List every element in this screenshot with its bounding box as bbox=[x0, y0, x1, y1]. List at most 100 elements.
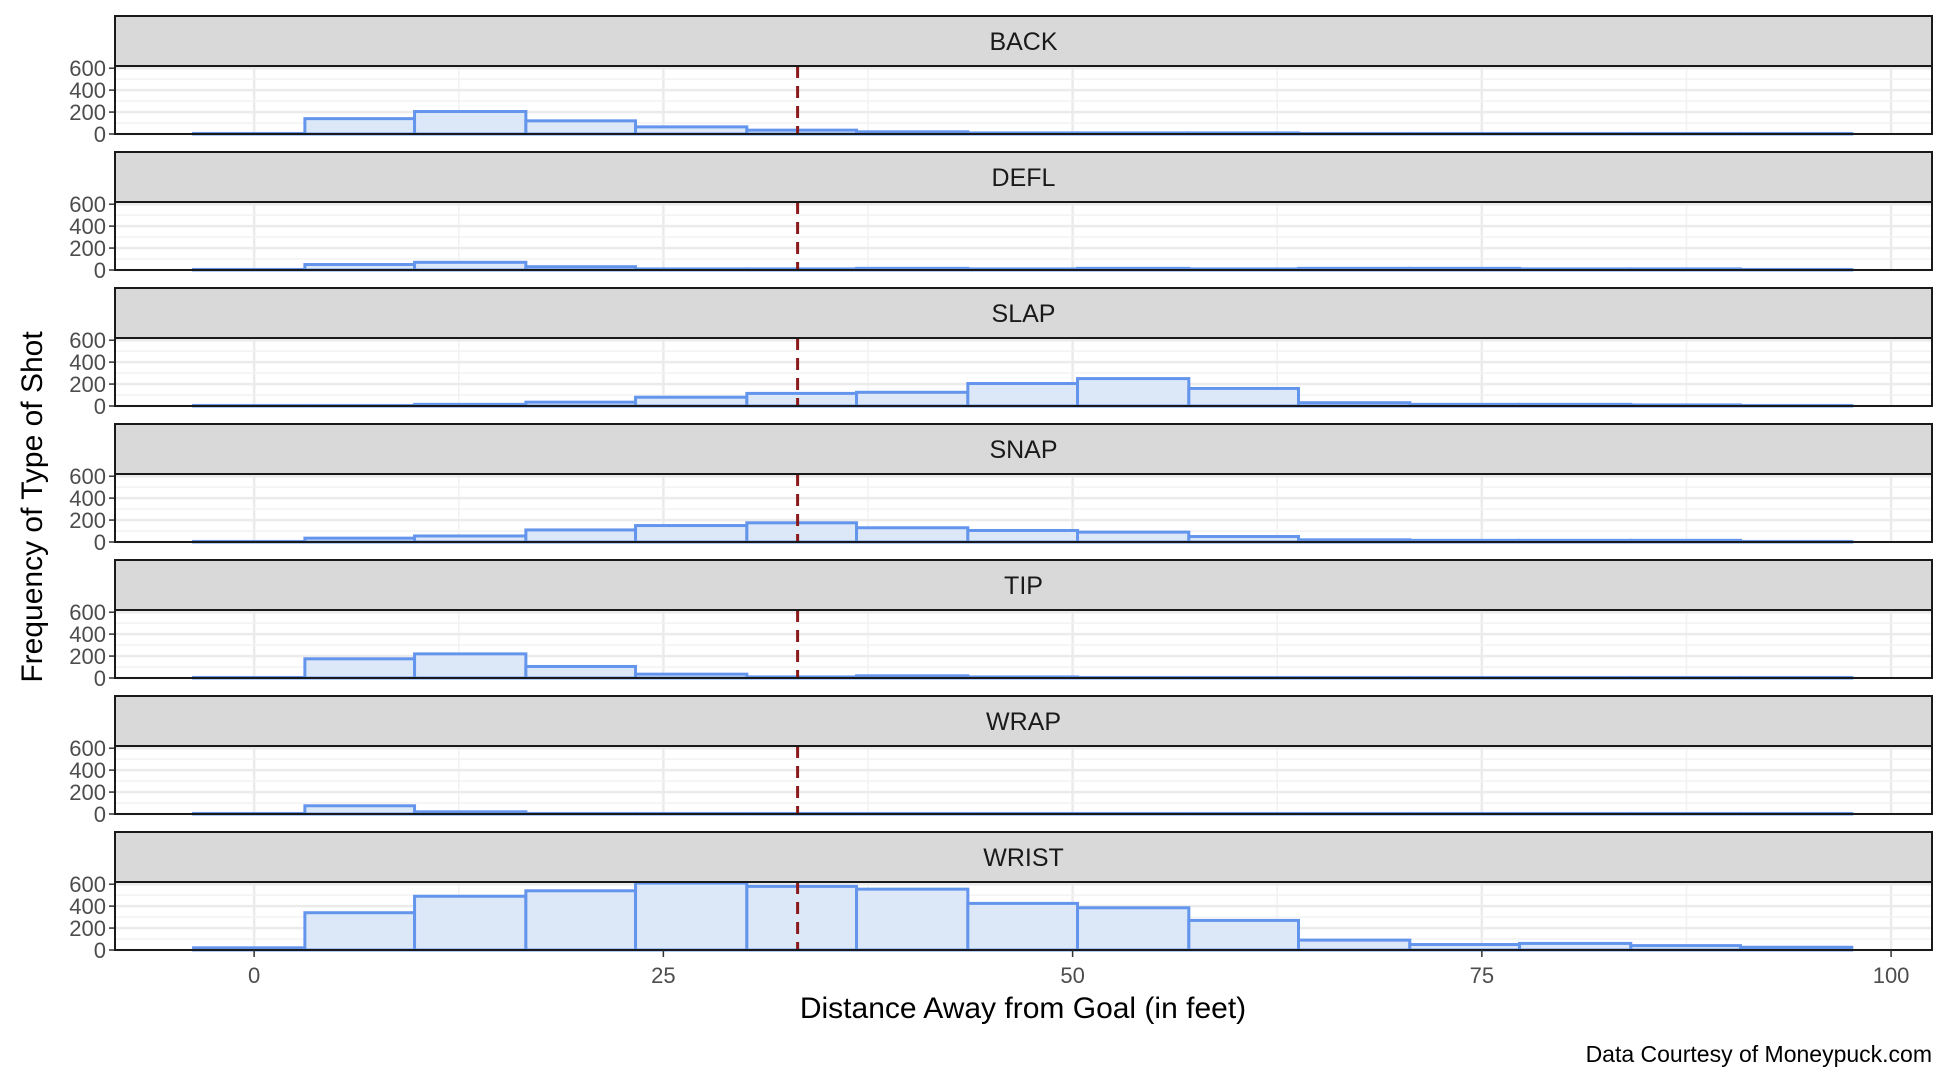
histogram-bar bbox=[524, 119, 638, 136]
y-tick-label: 600 bbox=[69, 872, 106, 897]
y-tick-label: 200 bbox=[69, 236, 106, 261]
x-tick-label: 100 bbox=[1873, 963, 1910, 988]
facet-strip-label: WRAP bbox=[986, 708, 1061, 736]
panel-border bbox=[114, 609, 1933, 679]
y-tick-label: 0 bbox=[94, 802, 106, 827]
histogram-bar bbox=[303, 657, 417, 680]
facet-strip-label: WRIST bbox=[983, 844, 1064, 872]
histogram-bar bbox=[303, 911, 417, 952]
y-tick-label: 0 bbox=[94, 666, 106, 691]
histogram-bar bbox=[1076, 530, 1191, 544]
y-tick-label: 200 bbox=[69, 508, 106, 533]
y-tick-label: 0 bbox=[94, 394, 106, 419]
facet-strip-label: SLAP bbox=[992, 300, 1056, 328]
histogram-bar bbox=[413, 260, 528, 272]
panel-background bbox=[115, 202, 1932, 270]
histogram-bar bbox=[745, 884, 859, 952]
y-tick-label: 400 bbox=[69, 214, 106, 239]
x-tick-label: 0 bbox=[248, 963, 260, 988]
histogram-bar bbox=[303, 117, 417, 136]
y-tick-label: 0 bbox=[94, 122, 106, 147]
y-tick-label: 200 bbox=[69, 916, 106, 941]
histogram-bar bbox=[1187, 918, 1301, 952]
histogram-bar bbox=[413, 110, 528, 136]
facet-strip bbox=[114, 423, 1933, 475]
y-tick-label: 200 bbox=[69, 644, 106, 669]
facet-strip bbox=[114, 151, 1933, 203]
y-tick-label: 600 bbox=[69, 464, 106, 489]
histogram-bar bbox=[634, 881, 749, 952]
histogram-bar bbox=[1297, 938, 1412, 952]
histogram-bar bbox=[855, 526, 970, 544]
data-source-caption: Data Courtesy of Moneypuck.com bbox=[1586, 1041, 1932, 1067]
histogram-bar bbox=[1076, 377, 1191, 408]
y-axis-title: Frequency of Type of Shot bbox=[16, 331, 49, 683]
facet-strip bbox=[114, 287, 1933, 339]
y-tick-label: 600 bbox=[69, 328, 106, 353]
x-axis-title: Distance Away from Goal (in feet) bbox=[800, 992, 1246, 1025]
histogram-bar bbox=[634, 395, 749, 408]
y-tick-label: 0 bbox=[94, 258, 106, 283]
y-tick-label: 600 bbox=[69, 192, 106, 217]
y-tick-label: 400 bbox=[69, 894, 106, 919]
facet-strip bbox=[114, 695, 1933, 747]
histogram-bar bbox=[524, 664, 638, 680]
y-tick-label: 600 bbox=[69, 600, 106, 625]
facet-strip-label: BACK bbox=[989, 28, 1057, 56]
histogram-bar bbox=[413, 652, 528, 680]
y-tick-label: 0 bbox=[94, 530, 106, 555]
facet-panels: BACK0200400600DEFL0200400600SLAP02004006… bbox=[69, 15, 1933, 963]
y-tick-label: 400 bbox=[69, 486, 106, 511]
histogram-bar bbox=[634, 524, 749, 544]
y-tick-label: 200 bbox=[69, 372, 106, 397]
histogram-bar bbox=[1076, 906, 1191, 952]
facet-strip-label: TIP bbox=[1004, 572, 1043, 600]
histogram-bar bbox=[855, 390, 970, 408]
x-tick-label: 25 bbox=[651, 963, 675, 988]
y-tick-label: 400 bbox=[69, 622, 106, 647]
histogram-bar bbox=[966, 901, 1080, 952]
y-tick-label: 400 bbox=[69, 78, 106, 103]
facet-strip bbox=[114, 559, 1933, 611]
histogram-bar bbox=[1187, 386, 1301, 408]
panel-border bbox=[114, 881, 1933, 951]
facet-strip-label: DEFL bbox=[992, 164, 1056, 192]
x-axis: 0 25 50 75 100 bbox=[248, 950, 1909, 988]
y-tick-label: 200 bbox=[69, 780, 106, 805]
histogram-bar bbox=[524, 889, 638, 952]
panel-border bbox=[114, 65, 1933, 135]
panel-border bbox=[114, 745, 1933, 815]
panel-border bbox=[114, 337, 1933, 407]
y-tick-label: 400 bbox=[69, 350, 106, 375]
histogram-bar bbox=[745, 391, 859, 408]
facet-strip-label: SNAP bbox=[989, 436, 1057, 464]
y-tick-label: 600 bbox=[69, 56, 106, 81]
panel-border bbox=[114, 473, 1933, 543]
panel-border bbox=[114, 201, 1933, 271]
histogram-bar bbox=[524, 528, 638, 544]
facet-strip bbox=[114, 831, 1933, 883]
x-tick-label: 50 bbox=[1060, 963, 1084, 988]
histogram-bar bbox=[413, 894, 528, 952]
y-tick-label: 600 bbox=[69, 736, 106, 761]
panel-background bbox=[115, 746, 1932, 814]
histogram-bar bbox=[303, 804, 417, 816]
histogram-bar bbox=[745, 521, 859, 544]
facet-strip bbox=[114, 15, 1933, 67]
histogram-bar bbox=[855, 887, 970, 952]
histogram-bar bbox=[966, 382, 1080, 408]
y-tick-label: 400 bbox=[69, 758, 106, 783]
y-tick-label: 200 bbox=[69, 100, 106, 125]
y-tick-label: 0 bbox=[94, 938, 106, 963]
histogram-bar bbox=[634, 125, 749, 136]
x-tick-label: 75 bbox=[1470, 963, 1494, 988]
histogram-bar bbox=[966, 528, 1080, 544]
